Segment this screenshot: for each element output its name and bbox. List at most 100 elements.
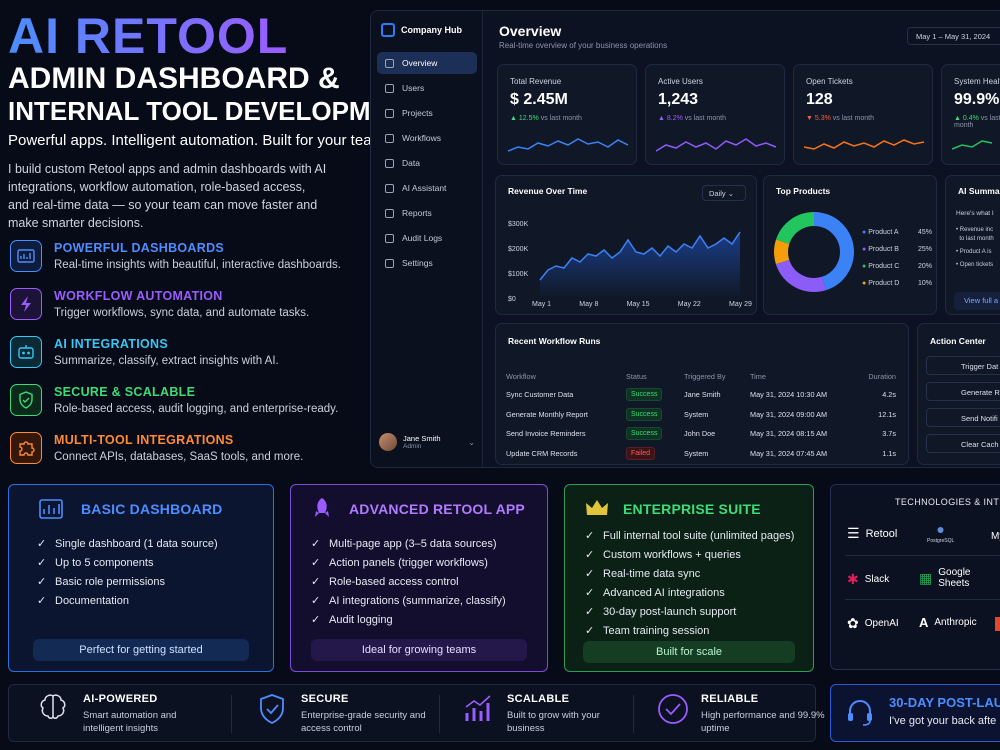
sidebar: Company Hub Overview Users Projects Work… (371, 11, 483, 467)
workflow-icon (385, 133, 394, 143)
nav-label: Workflows (402, 133, 442, 143)
y-tick: $200K (508, 246, 529, 253)
rocket-icon (315, 498, 329, 517)
kpi-card: Active Users 1,243 ▲ 8.2% vs last month (645, 64, 785, 165)
feature-desc: Trigger workflows, sync data, and automa… (54, 307, 310, 319)
highlight-reliable: RELIABLE High performance and 99.9% upti… (657, 693, 825, 734)
tech-postgres: ● PostgreSQL (927, 521, 954, 544)
feature-title: MULTI-TOOL INTEGRATIONS (54, 433, 234, 447)
nav-overview[interactable]: Overview (377, 52, 477, 74)
feature-workflow: WORKFLOW AUTOMATION Trigger workflows, s… (10, 288, 350, 328)
generate-button[interactable]: Generate R (926, 382, 1000, 401)
summary-bullet: Open tickets (959, 262, 994, 268)
legend-item: ● Product C 20% (862, 258, 932, 275)
highlight-desc: Enterprise-grade security and access con… (301, 710, 426, 734)
nav-settings[interactable]: Settings (377, 252, 477, 274)
y-axis: $300K $200K $100K $0 (508, 212, 528, 312)
report-icon (385, 208, 394, 218)
plan-basic: BASIC DASHBOARD Single dashboard (1 data… (8, 484, 274, 672)
user-menu[interactable]: Jane Smith Admin ⌄ (379, 427, 475, 457)
summary-bullet: Revenue inc (959, 227, 994, 233)
dot-icon: ● (862, 263, 867, 270)
nav-reports[interactable]: Reports (377, 202, 477, 224)
donut-chart (774, 212, 854, 292)
headset-icon (848, 700, 872, 726)
sparkle-icon (385, 183, 394, 193)
nav-ai-assistant[interactable]: AI Assistant (377, 177, 477, 199)
date-range-picker[interactable]: May 1 – May 31, 2024 (907, 27, 1000, 45)
x-tick: May 1 (532, 301, 552, 308)
cell: 4.2s (882, 390, 896, 400)
tech-retool: ☰ Retool (847, 525, 897, 542)
highlight-title: SECURE (301, 693, 349, 705)
tech-mysql: My (991, 531, 1000, 542)
nav-workflows[interactable]: Workflows (377, 127, 477, 149)
dot-icon: ● (862, 229, 867, 236)
cell: System (684, 409, 709, 419)
kpi-delta: ▲ 12.5% (510, 115, 539, 122)
action-label: Send Notifi (961, 414, 998, 423)
cell: 12.1s (878, 409, 896, 419)
legend-label: Product D (868, 280, 900, 287)
cell: Generate Monthly Report (506, 409, 588, 419)
support-banner: 30-DAY POST-LAU I've got your back afte (830, 684, 1000, 742)
slack-icon: ✱ (847, 571, 859, 587)
gear-icon (385, 258, 394, 268)
highlight-scalable: SCALABLE Built to grow with your busines… (463, 693, 600, 734)
cell: Jane Smith (684, 390, 721, 400)
feature-desc: Role-based access, audit logging, and en… (54, 403, 339, 415)
page-title: Overview (499, 23, 562, 39)
kpi-change: ▲ 8.2% vs last month (658, 115, 726, 122)
nav-audit-logs[interactable]: Audit Logs (377, 227, 477, 249)
nav-label: Overview (402, 58, 438, 68)
plan-feature: Real-time data sync (585, 565, 794, 584)
plan-feature: Documentation (37, 592, 218, 611)
revenue-chart-card: Revenue Over Time Daily ⌄ $300K $200K $100… (495, 175, 757, 315)
workflow-runs-card: Recent Workflow Runs Workflow Status Trigg… (495, 323, 909, 465)
trigger-button[interactable]: Trigger Dat (926, 356, 1000, 375)
user-name: Jane Smith (403, 434, 441, 443)
nav-data[interactable]: Data (377, 152, 477, 174)
range-select[interactable]: Daily ⌄ (702, 185, 746, 201)
nav-projects[interactable]: Projects (377, 102, 477, 124)
sparkline (952, 140, 993, 150)
dashboard-window: Company Hub Overview Users Projects Work… (370, 10, 1000, 468)
nav-label: Settings (402, 258, 433, 268)
ai-summary-card: AI Summary Here's what I • Revenue inc t… (945, 175, 1000, 315)
table-row[interactable]: Send Invoice Reminders Success John Doe May… (506, 424, 896, 444)
divider (439, 695, 440, 733)
tech-sheets: ▦ Google Sheets (919, 567, 978, 589)
plan-feature: Up to 5 components (37, 554, 218, 573)
plan-features: Full internal tool suite (unlimited page… (585, 527, 794, 641)
range-value: Daily (709, 189, 726, 198)
summary-bullets: • Revenue inc to last month • Product A … (956, 227, 994, 268)
send-button[interactable]: Send Notifi (926, 408, 1000, 427)
plan-footer: Ideal for growing teams (311, 639, 527, 661)
y-tick: $300K (508, 221, 529, 228)
users-icon (385, 83, 394, 93)
view-full-button[interactable]: View full a (954, 292, 1000, 310)
clear-cache-button[interactable]: Clear Cach (926, 434, 1000, 453)
hero-subtitle: ADMIN DASHBOARD & (8, 62, 340, 95)
cell: Update CRM Records (506, 448, 578, 458)
brand-name: Company Hub (401, 25, 463, 35)
tagline: Powerful apps. Intelligent automation. B… (8, 132, 389, 149)
action-label: Clear Cach (961, 440, 999, 449)
plan-feature: AI integrations (summarize, classify) (311, 592, 506, 611)
x-tick: May 22 (677, 301, 701, 308)
tech-openai: ✿ OpenAI (847, 615, 899, 632)
table-header: Workflow Status Triggered By Time Duration (506, 368, 896, 385)
highlight-desc: Smart automation and intelligent insight… (83, 710, 177, 734)
table-row[interactable]: Sync Customer Data Success Jane Smith May 3… (506, 385, 896, 405)
legend-label: Product C (868, 263, 900, 270)
kpi-value: 128 (806, 91, 833, 108)
col-header: Time (750, 372, 766, 381)
table-row[interactable]: Generate Monthly Report Success System May … (506, 405, 896, 425)
x-tick: May 8 (579, 301, 599, 308)
openai-icon: ✿ (847, 615, 859, 631)
y-tick: $0 (508, 296, 516, 303)
table-row[interactable]: Update CRM Records Failed System May 31, 20… (506, 444, 896, 464)
shield-icon (10, 384, 42, 416)
highlights-bar: AI-POWERED Smart automation and intellig… (8, 684, 825, 742)
nav-users[interactable]: Users (377, 77, 477, 99)
